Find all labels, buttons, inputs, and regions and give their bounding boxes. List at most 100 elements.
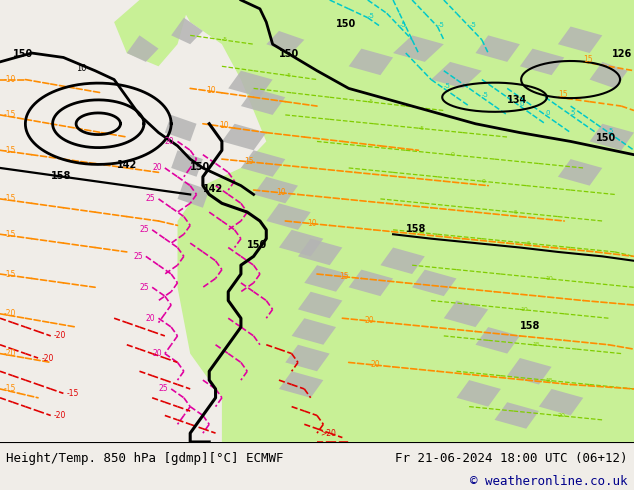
Text: 10: 10 [545, 276, 553, 281]
Text: 5: 5 [571, 110, 575, 116]
Polygon shape [171, 150, 203, 177]
Text: Fr 21-06-2024 18:00 UTC (06+12): Fr 21-06-2024 18:00 UTC (06+12) [395, 452, 628, 466]
Text: 10: 10 [276, 188, 285, 197]
Text: 5: 5 [514, 210, 517, 215]
Text: 158: 158 [51, 171, 71, 181]
Text: 158: 158 [520, 321, 540, 331]
Text: -5: -5 [418, 125, 425, 131]
Text: 5: 5 [526, 241, 530, 245]
Text: -5: -5 [368, 99, 374, 104]
Text: -5: -5 [368, 13, 375, 19]
Text: -20: -20 [54, 331, 67, 341]
Text: -15: -15 [3, 385, 16, 393]
Text: 10: 10 [307, 219, 317, 228]
Polygon shape [266, 31, 304, 53]
Text: 142: 142 [203, 184, 223, 194]
Polygon shape [254, 177, 298, 203]
Text: 20: 20 [152, 164, 162, 172]
Text: -20: -20 [3, 349, 16, 358]
Text: 25: 25 [146, 195, 155, 203]
Text: 20: 20 [371, 360, 380, 369]
Polygon shape [279, 371, 323, 398]
Text: 10: 10 [520, 307, 527, 312]
Polygon shape [241, 150, 285, 177]
Text: 150: 150 [336, 19, 356, 28]
Text: 126: 126 [612, 49, 632, 59]
Text: 25: 25 [158, 385, 168, 393]
Polygon shape [590, 62, 628, 88]
Text: 20: 20 [146, 314, 155, 323]
Text: 15: 15 [545, 378, 553, 383]
Text: 25: 25 [139, 225, 149, 234]
Polygon shape [222, 124, 266, 150]
Polygon shape [476, 327, 520, 354]
Polygon shape [393, 35, 444, 62]
Text: 10: 10 [206, 86, 216, 95]
Text: >20: >20 [320, 429, 336, 438]
Polygon shape [349, 49, 393, 75]
Text: 158: 158 [406, 224, 426, 235]
Text: -20: -20 [54, 411, 67, 420]
Text: -5: -5 [222, 37, 228, 42]
Polygon shape [292, 318, 336, 345]
Polygon shape [558, 159, 602, 186]
Polygon shape [266, 203, 311, 230]
Polygon shape [431, 62, 482, 88]
Text: -5: -5 [437, 22, 444, 27]
Text: 134: 134 [507, 95, 527, 104]
Text: 20: 20 [152, 349, 162, 358]
Polygon shape [456, 380, 501, 407]
Text: 25: 25 [133, 252, 143, 261]
Polygon shape [298, 239, 342, 265]
Text: 15: 15 [244, 157, 254, 166]
Polygon shape [114, 0, 190, 66]
Text: 15: 15 [339, 272, 349, 281]
Text: -5: -5 [399, 22, 406, 27]
Text: -5: -5 [469, 22, 476, 27]
Polygon shape [241, 88, 285, 115]
Text: -20: -20 [41, 353, 54, 363]
Text: 10: 10 [76, 64, 87, 73]
Polygon shape [298, 292, 342, 318]
Polygon shape [444, 300, 488, 327]
Polygon shape [285, 345, 330, 371]
Text: 150: 150 [13, 49, 33, 59]
Text: 142: 142 [117, 160, 138, 170]
Text: -5: -5 [482, 92, 489, 98]
Polygon shape [304, 265, 349, 292]
Text: -15: -15 [3, 230, 16, 239]
Polygon shape [495, 402, 539, 429]
Text: 15: 15 [583, 55, 593, 64]
Polygon shape [178, 181, 209, 208]
Text: 0: 0 [482, 179, 486, 184]
Polygon shape [165, 115, 197, 142]
Text: -20: -20 [3, 309, 16, 318]
Text: 20: 20 [558, 413, 566, 418]
Polygon shape [228, 71, 273, 97]
Text: -15: -15 [3, 110, 16, 120]
Polygon shape [520, 49, 564, 75]
Text: 0: 0 [520, 101, 524, 107]
Text: -15: -15 [3, 146, 16, 155]
Text: 20: 20 [165, 137, 174, 146]
Text: -10: -10 [3, 75, 16, 84]
Polygon shape [279, 230, 323, 256]
Polygon shape [171, 18, 203, 44]
Text: -15: -15 [67, 389, 79, 398]
Text: 10: 10 [219, 122, 228, 130]
Polygon shape [558, 26, 602, 53]
Polygon shape [349, 270, 393, 296]
Text: 20: 20 [365, 316, 374, 325]
Polygon shape [380, 247, 425, 274]
Text: © weatheronline.co.uk: © weatheronline.co.uk [470, 475, 628, 488]
Polygon shape [178, 0, 634, 442]
Text: -15: -15 [3, 270, 16, 278]
Text: 0: 0 [545, 110, 550, 116]
Text: 15: 15 [533, 342, 540, 347]
Text: 5: 5 [609, 127, 613, 134]
Text: Height/Temp. 850 hPa [gdmp][°C] ECMWF: Height/Temp. 850 hPa [gdmp][°C] ECMWF [6, 452, 284, 466]
Polygon shape [507, 358, 552, 385]
Text: 150: 150 [279, 49, 299, 59]
Text: 150: 150 [596, 133, 616, 144]
Text: 15: 15 [558, 90, 567, 99]
